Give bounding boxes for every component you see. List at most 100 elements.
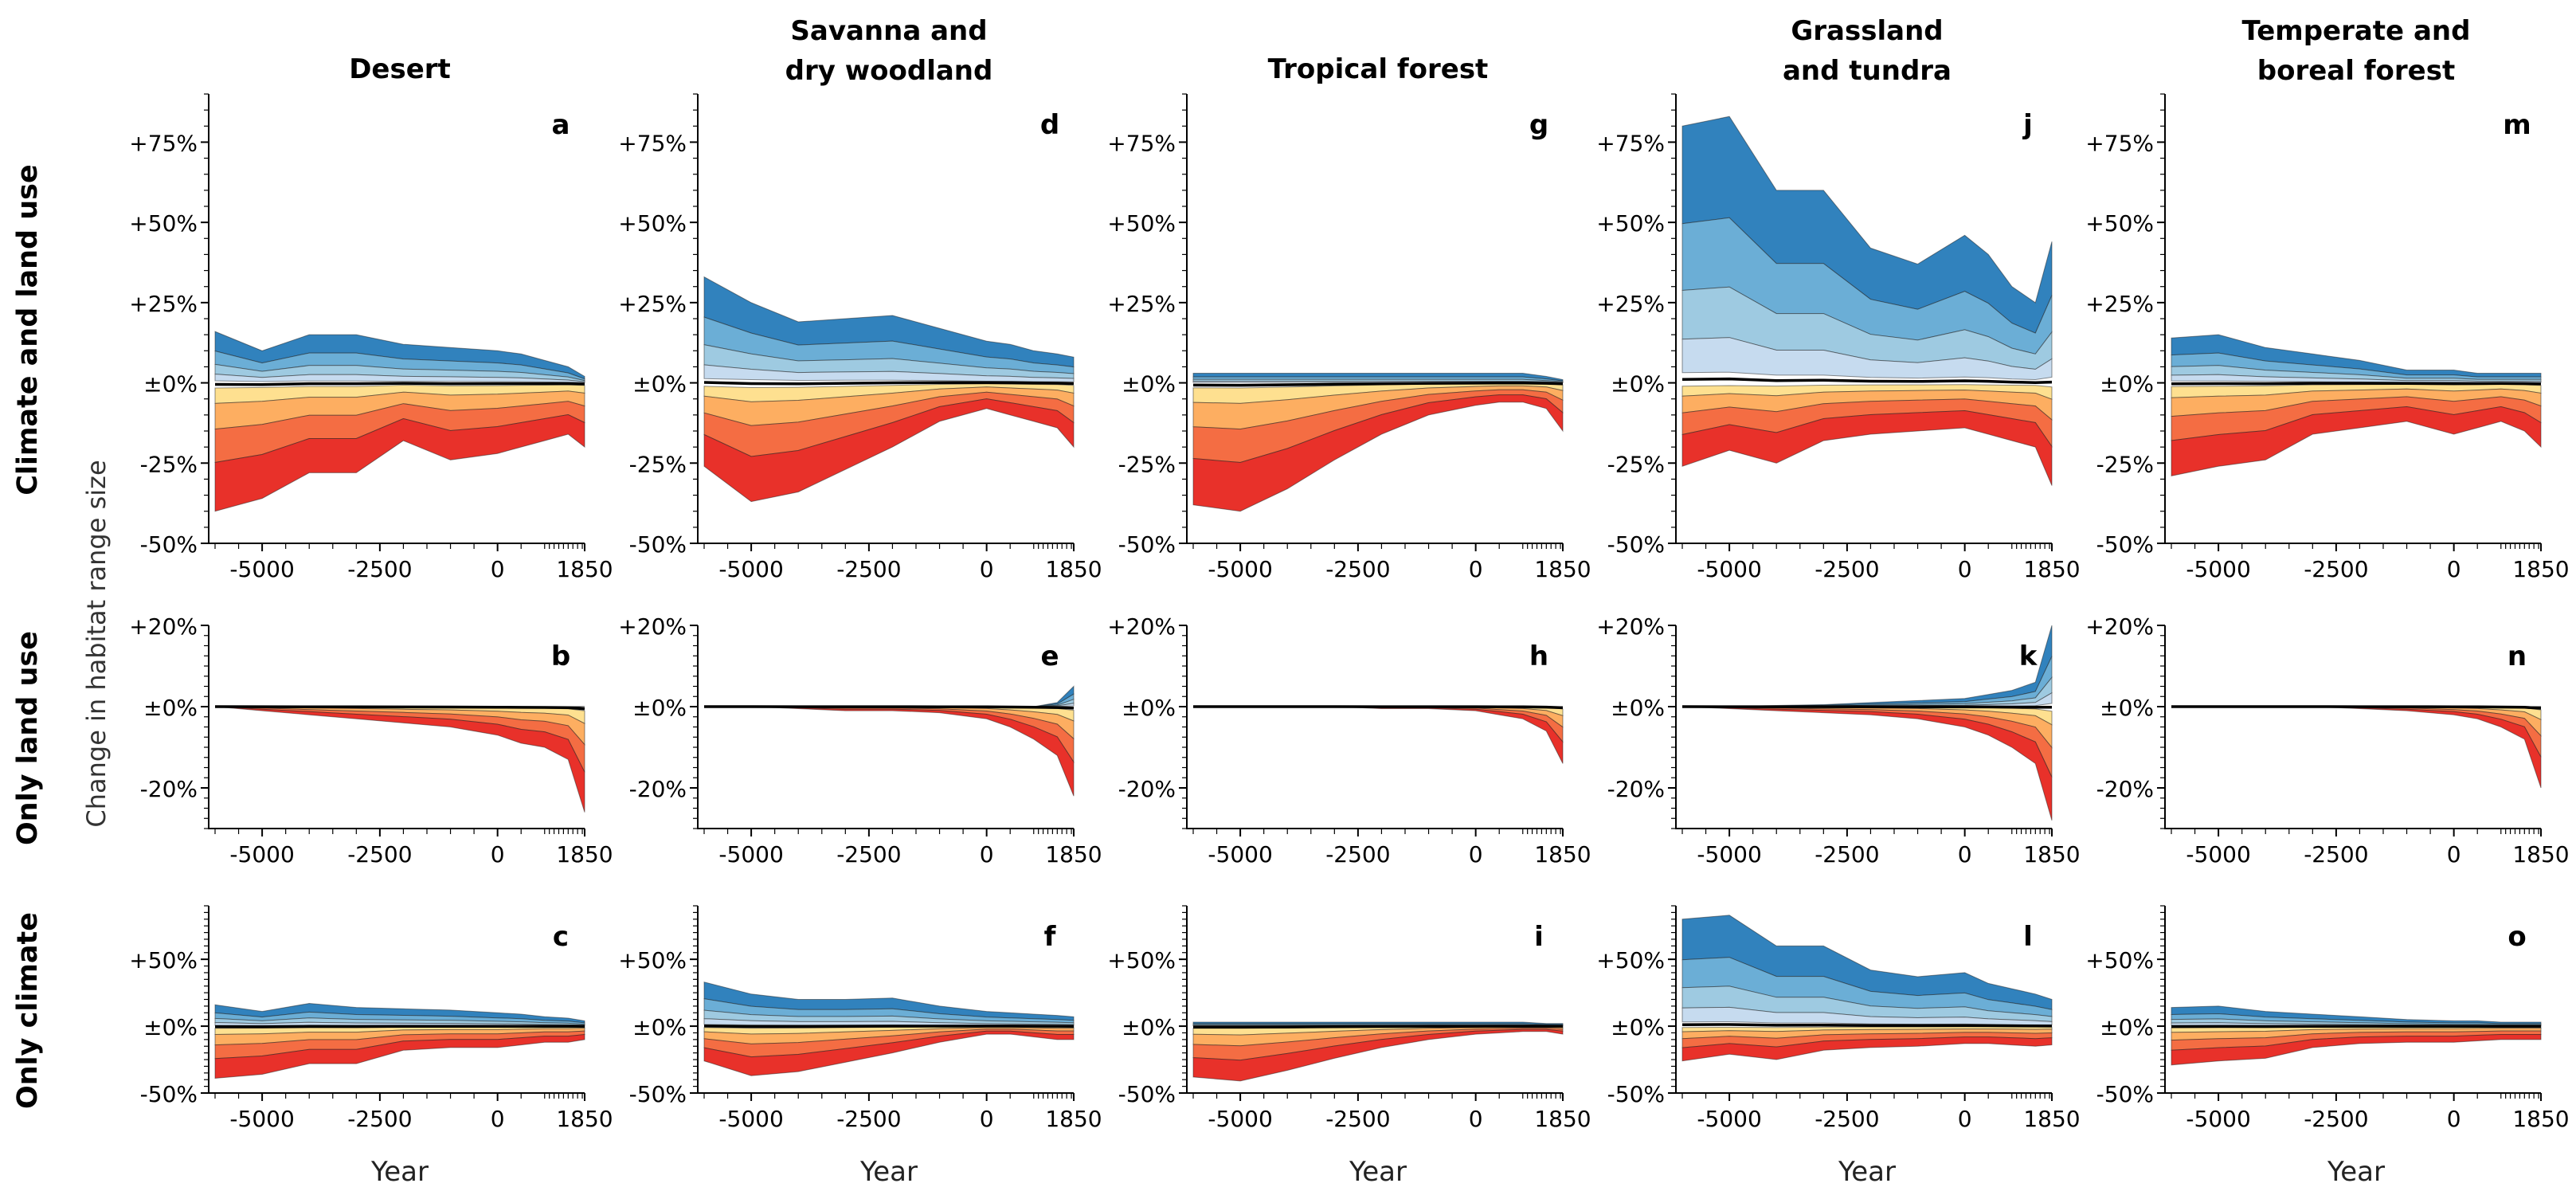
panel-letter: f (1044, 921, 1057, 953)
panel-letter: i (1534, 921, 1544, 953)
x-tick-label: -2500 (2304, 556, 2368, 582)
quantile-band-8 (1192, 1028, 1564, 1082)
y-tick-label: ±0% (2100, 371, 2154, 398)
panel-i: -50% ±0% +50% -5000 -2500 0 1850 i Year (1107, 905, 1591, 1188)
panel-letter: j (2022, 109, 2033, 141)
y-tick-label: +50% (1107, 210, 1176, 237)
y-tick-label: -50% (1607, 531, 1665, 558)
quantile-band-4 (214, 374, 585, 383)
x-tick-label: 0 (1469, 1106, 1483, 1132)
x-tick-label: 1850 (1534, 841, 1591, 868)
x-tick-label: -5000 (1208, 556, 1272, 582)
x-tick-label: 1850 (2023, 1106, 2080, 1132)
y-tick-label: ±0% (2100, 695, 2154, 721)
panel-e: -20% ±0% +20% -5000 -2500 0 1850 e (618, 613, 1102, 868)
median-line (214, 705, 585, 711)
y-tick-label: +50% (618, 947, 687, 974)
x-tick-label: -5000 (1697, 841, 1761, 868)
x-tick-label: 1850 (2512, 556, 2569, 582)
panel-o: -50% ±0% +50% -5000 -2500 0 1850 o Year (2085, 905, 2570, 1188)
quantile-band-8 (704, 706, 1075, 797)
quantile-band-7 (2171, 706, 2542, 758)
quantile-band-8 (1192, 394, 1564, 512)
biome-title: Grassland and tundra (1783, 15, 1952, 87)
quantile-band-8 (2171, 406, 2542, 477)
y-tick-label: -50% (2096, 531, 2154, 558)
x-axis-label: Year (1349, 1156, 1407, 1188)
scenario-label: Climate and land use (12, 164, 44, 495)
panel-n: -20% ±0% +20% -5000 -2500 0 1850 n (2085, 613, 2569, 868)
quantile-band-4 (703, 364, 1075, 382)
y-tick-label: ±0% (1611, 695, 1665, 721)
x-tick-label: -5000 (718, 1106, 783, 1132)
median-line (2171, 705, 2542, 710)
panels: -50%-25%±0%+25%+50%+75%-5000 -2500 0 1850a-… (129, 93, 2570, 1188)
y-tick-label: +75% (1107, 130, 1176, 156)
panel-letter: k (2019, 641, 2038, 672)
x-tick-label: -2500 (1815, 556, 1879, 582)
biome-title: Temperate and boreal forest (2242, 15, 2471, 87)
x-tick-label: 1850 (2023, 841, 2080, 868)
axis-lines (1186, 625, 1563, 829)
quantile-band-8 (2171, 706, 2542, 789)
x-tick-label: 0 (491, 1106, 505, 1132)
y-tick-label: +20% (618, 613, 687, 640)
y-tick-label: ±0% (143, 371, 198, 398)
x-tick-label: -2500 (836, 841, 901, 868)
quantile-band-8 (1681, 409, 2053, 486)
y-tick-label: +75% (1596, 130, 1665, 156)
y-tick-label: ±0% (1611, 1014, 1665, 1040)
quantile-band-8 (703, 1030, 1075, 1076)
x-tick-label: -5000 (718, 841, 783, 868)
panel-a: -50% -25% ±0% +25% +50% +75% -5000 -2500 0 1850 a (129, 93, 613, 582)
biome-title: Tropical forest (1268, 53, 1489, 85)
x-tick-label: 0 (1469, 841, 1483, 868)
quantile-band-3 (1682, 676, 2053, 707)
y-tick-label: -25% (629, 451, 687, 477)
panel-letter: e (1040, 641, 1059, 672)
y-tick-label: -25% (1118, 451, 1176, 477)
quantile-band-4 (1681, 337, 2053, 381)
y-tick-label: -50% (1118, 531, 1176, 558)
y-tick-label: -25% (1607, 451, 1665, 477)
y-tick-label: ±0% (1122, 695, 1176, 721)
x-tick-label: -2500 (2304, 1106, 2368, 1132)
y-tick-label: +25% (1596, 291, 1665, 317)
y-tick-label: ±0% (1122, 1014, 1176, 1040)
x-tick-label: 1850 (2512, 841, 2569, 868)
y-tick-label: ±0% (143, 1014, 198, 1040)
x-tick-label: -5000 (2186, 556, 2250, 582)
x-tick-label: 1850 (1045, 556, 1102, 582)
y-tick-label: -50% (2096, 1081, 2154, 1107)
panel-letter: n (2507, 641, 2527, 672)
x-tick-label: 0 (1958, 556, 1972, 582)
median-line (703, 381, 1075, 386)
x-tick-label: 1850 (2023, 556, 2080, 582)
quantile-band-8 (1681, 706, 2053, 821)
x-tick-label: -2500 (836, 1106, 901, 1132)
x-tick-label: -5000 (1208, 1106, 1272, 1132)
panel-letter: m (2503, 109, 2531, 141)
x-tick-label: 0 (980, 1106, 994, 1132)
x-tick-label: -2500 (1325, 1106, 1390, 1132)
x-tick-label: -5000 (1697, 1106, 1761, 1132)
x-tick-label: 1850 (1534, 556, 1591, 582)
x-tick-label: -2500 (1325, 556, 1390, 582)
y-tick-label: +20% (129, 613, 198, 640)
x-tick-label: 1850 (556, 556, 613, 582)
y-tick-label: +50% (129, 210, 198, 237)
quantile-band-8 (214, 413, 585, 512)
y-tick-label: +50% (1596, 947, 1665, 974)
x-tick-label: 1850 (2512, 1106, 2569, 1132)
median-line (1681, 377, 2053, 384)
quantile-band-2 (704, 693, 1075, 707)
median-line (214, 382, 585, 386)
y-tick-label: ±0% (1122, 371, 1176, 398)
x-axis-label: Year (370, 1156, 429, 1188)
panel-letter: d (1040, 109, 1059, 141)
scenario-label: Only land use (12, 631, 44, 845)
biome-title: Savanna and dry woodland (785, 15, 993, 87)
quantile-band-7 (1193, 706, 1564, 743)
y-tick-label: -20% (1118, 776, 1176, 802)
y-tick-label: +50% (2085, 210, 2154, 237)
